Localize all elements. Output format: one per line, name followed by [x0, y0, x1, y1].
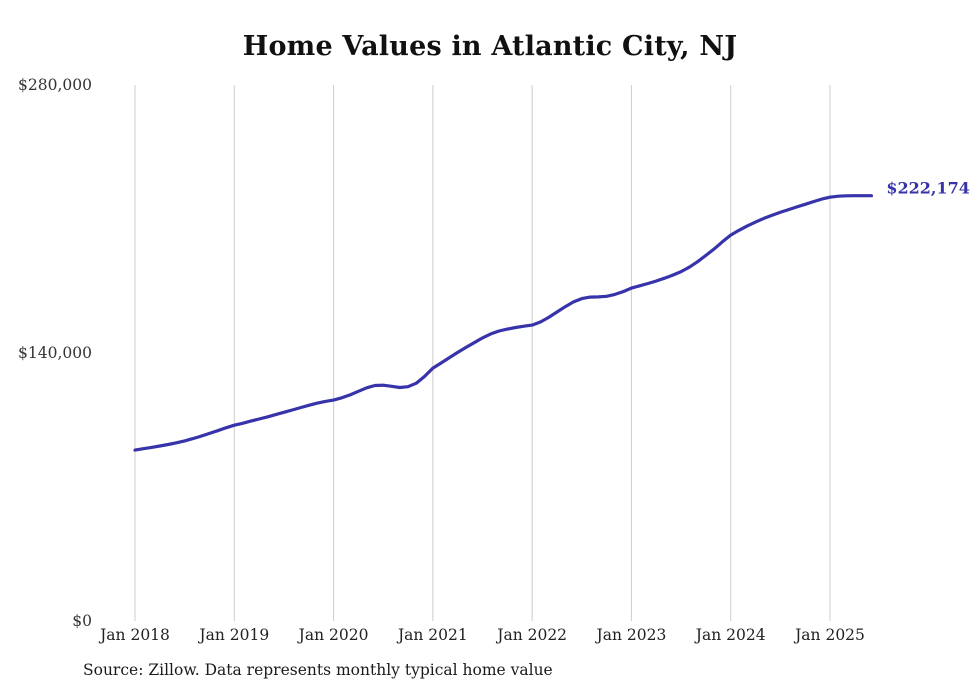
- x-tick-label: Jan 2021: [397, 626, 468, 644]
- x-tick-label: Jan 2020: [298, 626, 369, 644]
- x-tick-label: Jan 2018: [100, 626, 170, 644]
- chart-title: Home Values in Atlantic City, NJ: [242, 31, 738, 62]
- x-tick-label: Jan 2019: [199, 626, 270, 644]
- latest-value-label: $222,174: [886, 178, 970, 198]
- x-tick-label: Jan 2023: [596, 626, 667, 644]
- x-tick-label: Jan 2022: [497, 626, 568, 644]
- x-tick-label: Jan 2025: [795, 626, 865, 644]
- source-note: Source: Zillow. Data represents monthly …: [83, 661, 553, 679]
- y-tick-label: $140,000: [18, 344, 92, 362]
- x-tick-label: Jan 2024: [695, 626, 766, 644]
- value-line: [133, 194, 874, 452]
- y-tick-label: $0: [72, 612, 92, 630]
- y-tick-label: $280,000: [18, 76, 92, 94]
